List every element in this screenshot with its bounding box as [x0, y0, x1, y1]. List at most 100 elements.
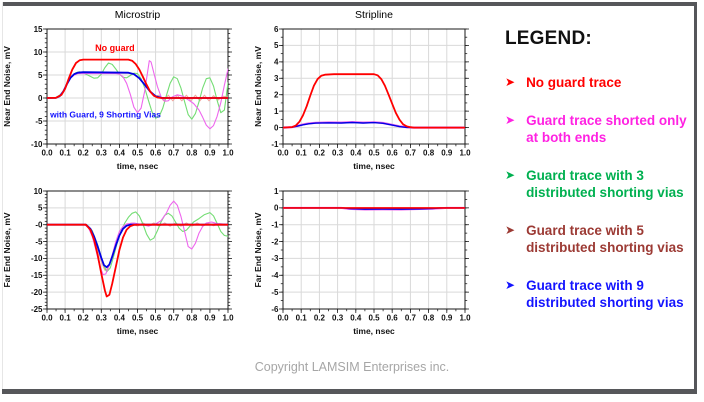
- y-axis-label: Far End Noise, mV: [253, 212, 263, 287]
- x-tick-label: 0.3: [96, 314, 108, 323]
- legend-item-9-vias: ➤ Guard trace with 9 distributed shortin…: [505, 277, 693, 311]
- x-tick-label: 0.0: [277, 314, 289, 323]
- x-tick-label: 0.7: [405, 149, 417, 158]
- curve-annotation: No guard: [95, 43, 135, 53]
- y-tick-label: 1: [274, 107, 279, 116]
- frame-bottom-edge: [2, 389, 697, 394]
- chart-title: Stripline: [355, 9, 393, 21]
- y-tick-label: -10: [31, 254, 43, 263]
- y-tick-label: -20: [31, 288, 43, 297]
- no-guard-trace-curve: [283, 73, 465, 129]
- y-tick-label: 4: [274, 58, 279, 67]
- y-tick-label: 10: [34, 187, 43, 196]
- legend-item-3-vias: ➤ Guard trace with 3 distributed shortin…: [505, 167, 693, 201]
- plot-border: [46, 190, 229, 310]
- y-axis-label: Near End Noise, mV: [2, 46, 12, 127]
- y-axis-label: Far End Noise, mV: [2, 212, 12, 287]
- y-tick-label: 5: [274, 41, 279, 50]
- x-tick-label: 0.5: [368, 314, 380, 323]
- frame-left-edge: [2, 2, 3, 389]
- legend-panel: LEGEND: ➤ No guard trace ➤ Guard trace s…: [505, 28, 693, 332]
- legend-item-label: Guard trace with 9 distributed shorting …: [526, 278, 684, 310]
- y-axis-label: Near End Noise, mV: [253, 46, 263, 127]
- x-tick-label: 0.2: [314, 314, 326, 323]
- x-tick-label: 0.3: [332, 149, 344, 158]
- x-tick-label: 0.4: [114, 314, 126, 323]
- x-tick-label: 0.2: [78, 149, 90, 158]
- chart-title: Microstrip: [115, 9, 161, 21]
- x-tick-label: 0.9: [204, 149, 216, 158]
- y-tick-label: -5: [35, 237, 43, 246]
- no-guard-trace-curve: [47, 58, 228, 99]
- x-tick-label: 0.4: [114, 149, 126, 158]
- x-tick-label: 0.5: [132, 314, 144, 323]
- y-tick-label: -5: [35, 117, 43, 126]
- frame-right-edge: [694, 2, 697, 394]
- x-tick-label: 0.1: [296, 314, 308, 323]
- x-axis-label: time, nsec: [117, 326, 159, 336]
- chart-stripline-near-end: 0.0 0.1 0.2 0.3 0.4 0.5 0.6 0.7 0.8 0.9 1.0 6 5 4 3 2 1 0…: [248, 0, 480, 177]
- x-tick-label: 0.9: [441, 314, 453, 323]
- x-tick-label: 1.0: [459, 314, 471, 323]
- x-tick-label: 0.4: [350, 149, 362, 158]
- x-axis-label: time, nsec: [353, 326, 395, 336]
- y-tick-label: -3: [271, 254, 279, 263]
- legend-item-label: Guard trace with 5 distributed shorting …: [526, 223, 684, 255]
- x-tick-label: 0.8: [186, 314, 198, 323]
- y-tick-label: -0: [35, 221, 43, 230]
- arrow-bullet-icon: ➤: [505, 223, 516, 237]
- y-tick-label: 5: [38, 204, 43, 213]
- x-tick-label: 0.6: [387, 149, 399, 158]
- chart-canvas: 0.0 0.1 0.2 0.3 0.4 0.5 0.6 0.7 0.8 0.9 1.0 6 5 4 3 2 1 0…: [253, 9, 471, 171]
- no-guard-trace-curve: [47, 223, 228, 298]
- y-tick-label: 15: [34, 25, 43, 34]
- y-tick-label: -1: [271, 140, 279, 149]
- arrow-bullet-icon: ➤: [505, 113, 516, 127]
- x-tick-label: 0.0: [41, 314, 53, 323]
- chart-microstrip-near-end: 0.0 0.1 0.2 0.3 0.4 0.5 0.6 0.7 0.8 0.9 1.0 15 10 5 0 -…: [0, 0, 248, 177]
- legend-item-label: Guard trace shorted only at both ends: [526, 113, 687, 145]
- chart-canvas: 0.0 0.1 0.2 0.3 0.4 0.5 0.6 0.7 0.8 0.9 1.0 1 0 -1 -2 -…: [253, 187, 471, 336]
- x-tick-label: 0.7: [405, 314, 417, 323]
- x-tick-label: 0.9: [204, 314, 216, 323]
- chart-canvas: 0.0 0.1 0.2 0.3 0.4 0.5 0.6 0.7 0.8 0.9 1.0 10 5 -0 -5…: [2, 187, 234, 336]
- y-tick-label: 0: [274, 123, 279, 132]
- y-tick-label: 0: [38, 94, 43, 103]
- x-tick-label: 0.7: [168, 314, 180, 323]
- x-tick-label: 0.1: [60, 149, 72, 158]
- x-tick-label: 0.8: [423, 314, 435, 323]
- x-tick-label: 0.4: [350, 314, 362, 323]
- y-tick-label: 3: [274, 74, 279, 83]
- x-axis-label: time, nsec: [353, 161, 395, 171]
- y-tick-label: 6: [274, 25, 279, 34]
- legend-item-shorted-both-ends: ➤ Guard trace shorted only at both ends: [505, 112, 693, 146]
- x-tick-label: 0.0: [41, 149, 53, 158]
- arrow-bullet-icon: ➤: [505, 278, 516, 292]
- x-tick-label: 0.5: [368, 149, 380, 158]
- x-tick-label: 0.8: [186, 149, 198, 158]
- x-tick-label: 0.2: [78, 314, 90, 323]
- guard-9-vias-curve: [283, 121, 465, 129]
- chart-canvas: 0.0 0.1 0.2 0.3 0.4 0.5 0.6 0.7 0.8 0.9 1.0 15 10 5 0 -…: [2, 9, 234, 171]
- legend-item-5-vias: ➤ Guard trace with 5 distributed shortin…: [505, 222, 693, 256]
- arrow-bullet-icon: ➤: [505, 75, 516, 89]
- x-tick-label: 0.1: [296, 149, 308, 158]
- frame-top-edge: [2, 2, 697, 6]
- x-tick-label: 0.6: [387, 314, 399, 323]
- chart-microstrip-far-end: 0.0 0.1 0.2 0.3 0.4 0.5 0.6 0.7 0.8 0.9 1.0 10 5 -0 -5…: [0, 162, 248, 345]
- x-tick-label: 1.0: [222, 149, 234, 158]
- y-tick-label: -10: [31, 140, 43, 149]
- curve-annotation: with Guard, 9 Shorting Vias: [49, 109, 161, 119]
- x-tick-label: 0.3: [332, 314, 344, 323]
- arrow-bullet-icon: ➤: [505, 168, 516, 182]
- legend-title: LEGEND:: [505, 28, 592, 49]
- y-tick-label: -5: [271, 288, 279, 297]
- y-tick-label: -1: [271, 221, 279, 230]
- y-tick-label: -2: [271, 237, 279, 246]
- plot-border: [282, 28, 466, 145]
- guard-3-vias-curve: [47, 211, 228, 273]
- x-tick-label: 1.0: [459, 149, 471, 158]
- y-tick-label: 10: [34, 48, 43, 57]
- x-tick-label: 0.8: [423, 149, 435, 158]
- y-tick-label: -25: [31, 305, 43, 314]
